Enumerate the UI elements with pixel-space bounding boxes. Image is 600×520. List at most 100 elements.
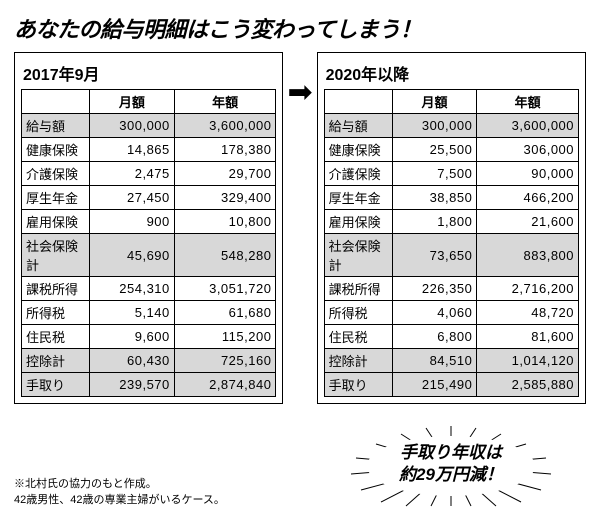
- burst-line1: 手取り年収は: [346, 442, 556, 464]
- row-label: 雇用保険: [22, 210, 90, 234]
- row-monthly: 6,800: [392, 325, 477, 349]
- col-yearly: 年額: [174, 90, 276, 114]
- table-row: 給与額300,0003,600,000: [22, 114, 276, 138]
- row-yearly: 466,200: [477, 186, 579, 210]
- row-yearly: 306,000: [477, 138, 579, 162]
- table-row: 厚生年金38,850466,200: [324, 186, 578, 210]
- row-yearly: 3,051,720: [174, 277, 276, 301]
- col-label: [324, 90, 392, 114]
- row-yearly: 90,000: [477, 162, 579, 186]
- row-monthly: 300,000: [392, 114, 477, 138]
- table-row: 住民税6,80081,600: [324, 325, 578, 349]
- table-row: 介護保険2,47529,700: [22, 162, 276, 186]
- table-row: 課税所得254,3103,051,720: [22, 277, 276, 301]
- row-label: 手取り: [22, 373, 90, 397]
- row-yearly: 10,800: [174, 210, 276, 234]
- footnote-line2: 42歳男性、42歳の専業主婦がいるケース。: [14, 493, 225, 508]
- table-row: 控除計84,5101,014,120: [324, 349, 578, 373]
- row-monthly: 45,690: [90, 234, 175, 277]
- panel-left: 2017年9月 月額 年額 給与額300,0003,600,000健康保険14,…: [14, 52, 283, 404]
- row-yearly: 29,700: [174, 162, 276, 186]
- row-yearly: 178,380: [174, 138, 276, 162]
- burst-text: 手取り年収は 約29万円減！: [346, 442, 556, 486]
- row-monthly: 14,865: [90, 138, 175, 162]
- row-label: 給与額: [22, 114, 90, 138]
- col-label: [22, 90, 90, 114]
- table-left-header: 月額 年額: [22, 90, 276, 114]
- footnote: ※北村氏の協力のもと作成。 42歳男性、42歳の専業主婦がいるケース。: [14, 477, 225, 508]
- panel-left-title: 2017年9月: [21, 61, 276, 85]
- table-row: 所得税4,06048,720: [324, 301, 578, 325]
- table-row: 健康保険14,865178,380: [22, 138, 276, 162]
- row-monthly: 7,500: [392, 162, 477, 186]
- row-label: 介護保険: [324, 162, 392, 186]
- row-yearly: 48,720: [477, 301, 579, 325]
- footnote-line1: ※北村氏の協力のもと作成。: [14, 477, 225, 492]
- table-row: 社会保険計73,650883,800: [324, 234, 578, 277]
- row-yearly: 725,160: [174, 349, 276, 373]
- row-yearly: 1,014,120: [477, 349, 579, 373]
- row-label: 所得税: [22, 301, 90, 325]
- row-monthly: 38,850: [392, 186, 477, 210]
- row-yearly: 115,200: [174, 325, 276, 349]
- table-row: 雇用保険1,80021,600: [324, 210, 578, 234]
- row-label: 健康保険: [22, 138, 90, 162]
- table-right: 月額 年額 給与額300,0003,600,000健康保険25,500306,0…: [324, 89, 579, 397]
- burst-line2: 約29万円減！: [346, 464, 556, 486]
- col-monthly: 月額: [90, 90, 175, 114]
- row-label: 控除計: [22, 349, 90, 373]
- row-label: 手取り: [324, 373, 392, 397]
- row-monthly: 4,060: [392, 301, 477, 325]
- table-row: 手取り239,5702,874,840: [22, 373, 276, 397]
- row-label: 厚生年金: [22, 186, 90, 210]
- row-monthly: 27,450: [90, 186, 175, 210]
- row-yearly: 883,800: [477, 234, 579, 277]
- arrow-icon: ➡: [287, 78, 312, 108]
- row-label: 社会保険計: [22, 234, 90, 277]
- row-monthly: 226,350: [392, 277, 477, 301]
- row-monthly: 9,600: [90, 325, 175, 349]
- row-monthly: 239,570: [90, 373, 175, 397]
- row-yearly: 81,600: [477, 325, 579, 349]
- table-left: 月額 年額 給与額300,0003,600,000健康保険14,865178,3…: [21, 89, 276, 397]
- row-label: 雇用保険: [324, 210, 392, 234]
- row-monthly: 60,430: [90, 349, 175, 373]
- row-monthly: 5,140: [90, 301, 175, 325]
- col-monthly: 月額: [392, 90, 477, 114]
- table-row: 給与額300,0003,600,000: [324, 114, 578, 138]
- table-row: 雇用保険90010,800: [22, 210, 276, 234]
- row-yearly: 329,400: [174, 186, 276, 210]
- table-row: 介護保険7,50090,000: [324, 162, 578, 186]
- row-label: 控除計: [324, 349, 392, 373]
- footer: ※北村氏の協力のもと作成。 42歳男性、42歳の専業主婦がいるケース。 手取り年…: [14, 424, 586, 508]
- table-row: 厚生年金27,450329,400: [22, 186, 276, 210]
- row-label: 給与額: [324, 114, 392, 138]
- row-label: 課税所得: [22, 277, 90, 301]
- row-label: 所得税: [324, 301, 392, 325]
- table-row: 控除計60,430725,160: [22, 349, 276, 373]
- table-row: 手取り215,4902,585,880: [324, 373, 578, 397]
- panel-right-title: 2020年以降: [324, 61, 579, 85]
- row-monthly: 2,475: [90, 162, 175, 186]
- table-row: 健康保険25,500306,000: [324, 138, 578, 162]
- row-monthly: 300,000: [90, 114, 175, 138]
- row-yearly: 3,600,000: [174, 114, 276, 138]
- row-monthly: 215,490: [392, 373, 477, 397]
- burst: 手取り年収は 約29万円減！: [346, 424, 556, 508]
- row-label: 住民税: [324, 325, 392, 349]
- row-label: 介護保険: [22, 162, 90, 186]
- row-label: 健康保険: [324, 138, 392, 162]
- row-monthly: 1,800: [392, 210, 477, 234]
- row-monthly: 73,650: [392, 234, 477, 277]
- table-row: 所得税5,14061,680: [22, 301, 276, 325]
- row-yearly: 2,585,880: [477, 373, 579, 397]
- row-monthly: 254,310: [90, 277, 175, 301]
- table-row: 課税所得226,3502,716,200: [324, 277, 578, 301]
- panel-right: 2020年以降 月額 年額 給与額300,0003,600,000健康保険25,…: [317, 52, 586, 404]
- col-yearly: 年額: [477, 90, 579, 114]
- row-monthly: 900: [90, 210, 175, 234]
- row-monthly: 25,500: [392, 138, 477, 162]
- row-monthly: 84,510: [392, 349, 477, 373]
- row-yearly: 21,600: [477, 210, 579, 234]
- row-label: 厚生年金: [324, 186, 392, 210]
